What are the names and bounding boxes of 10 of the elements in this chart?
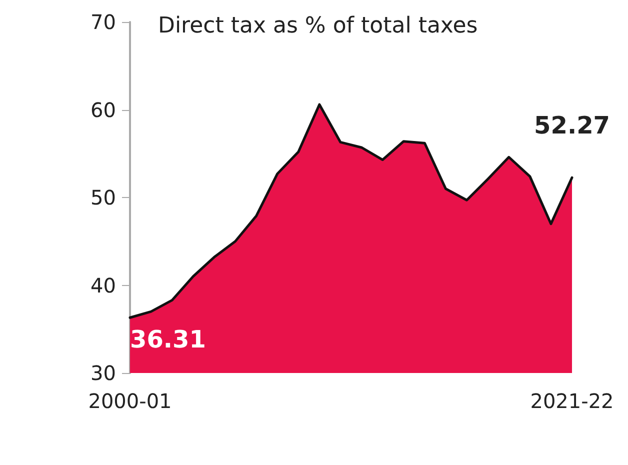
x-tick-label: 2000-01 [88, 389, 172, 413]
data-label: 52.27 [534, 112, 610, 140]
y-tick-label: 30 [90, 361, 116, 385]
x-tick-label: 2021-22 [530, 389, 614, 413]
y-tick-label: 50 [90, 186, 116, 210]
y-tick-label: 60 [90, 98, 116, 122]
y-tick-label: 40 [90, 273, 116, 298]
chart-title: Direct tax as % of total taxes [158, 14, 478, 38]
data-label: 36.31 [130, 326, 206, 354]
y-tick-label: 70 [90, 10, 116, 34]
